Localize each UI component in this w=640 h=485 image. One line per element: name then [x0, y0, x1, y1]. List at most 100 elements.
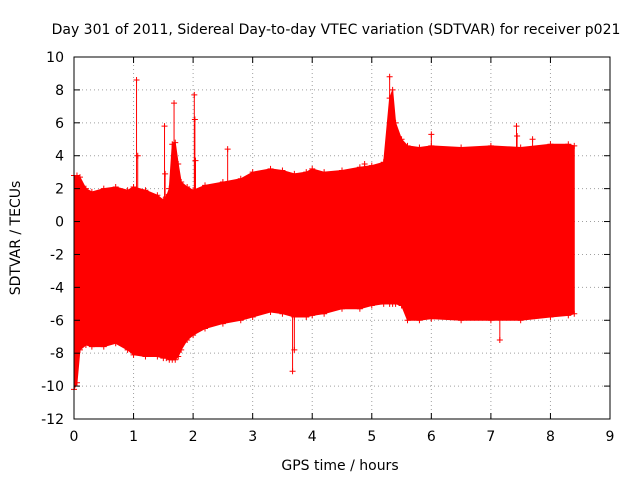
spike-marker: [192, 157, 199, 164]
band-upper-marker: [321, 169, 328, 176]
band-lower-marker: [368, 302, 375, 309]
band-upper-marker: [291, 170, 298, 177]
y-tick-label: 6: [55, 116, 64, 132]
band-lower-marker: [339, 305, 345, 312]
band-upper-marker: [172, 139, 179, 146]
band-upper-marker: [517, 144, 524, 151]
band-upper-marker: [404, 142, 411, 149]
band-lower-marker: [428, 315, 435, 322]
x-tick-label: 1: [129, 429, 138, 445]
band-upper-marker: [202, 182, 209, 189]
band-upper-marker: [398, 136, 405, 143]
band-upper-marker: [416, 144, 423, 151]
band-upper-marker: [356, 164, 363, 171]
x-tick-label: 3: [248, 429, 257, 445]
band-upper-marker: [178, 179, 185, 186]
band-lower-marker: [380, 300, 387, 307]
band-lower-marker: [303, 313, 310, 320]
x-tick-labels: 0 1 2 3 4 5 6 7 8 9: [70, 429, 615, 445]
x-tick-label: 9: [606, 429, 615, 445]
band-lower-marker: [73, 379, 80, 386]
spike-marker: [386, 73, 393, 80]
band-lower-marker: [175, 353, 182, 360]
band-lower-marker: [547, 313, 554, 320]
spike-marker: [291, 346, 298, 353]
x-tick-label: 7: [486, 429, 495, 445]
sdtvar-band: [73, 89, 575, 390]
band-upper-marker: [249, 169, 256, 176]
band-lower-marker: [404, 317, 411, 324]
band-upper-marker: [142, 187, 149, 194]
band-lower-marker: [130, 351, 137, 358]
spike-marker: [513, 123, 520, 130]
spike-marker: [161, 123, 168, 130]
band-upper-marker: [392, 119, 399, 126]
band-upper-marker: [160, 197, 167, 204]
y-tick-label: 0: [55, 215, 64, 231]
spike-marker: [134, 152, 141, 159]
band-lower-marker: [202, 325, 209, 332]
y-tick-label: -4: [50, 280, 64, 296]
y-tick-label: 4: [55, 149, 64, 165]
spike-marker: [496, 337, 503, 344]
spike-marker: [289, 368, 296, 375]
y-tick-label: 8: [55, 83, 64, 99]
band-lower-marker: [100, 343, 107, 350]
x-tick-label: 4: [308, 429, 317, 445]
band-lower-marker: [416, 317, 423, 324]
x-tick-label: 0: [70, 429, 79, 445]
band-upper-marker: [82, 185, 89, 192]
y-tick-labels: -12 -10 -8 -6 -4 -2 0 2 4 6 8 10: [41, 50, 64, 428]
spike-marker: [133, 77, 140, 84]
band-upper-marker: [76, 174, 83, 181]
band-lower-marker: [392, 300, 399, 307]
band-upper-marker: [184, 183, 191, 190]
band-lower-marker: [249, 313, 256, 320]
y-tick-label: -12: [41, 412, 64, 428]
spike-marker: [162, 170, 169, 177]
band-upper-marker: [219, 179, 226, 186]
band-upper-marker: [571, 142, 578, 149]
band-upper-marker: [130, 183, 137, 190]
band-upper-marker: [124, 187, 131, 194]
band-upper-marker: [267, 165, 274, 172]
band-lower-marker: [565, 312, 572, 319]
spike-marker: [428, 131, 435, 138]
x-axis-label: GPS time / hours: [281, 458, 398, 474]
band-lower-marker: [458, 317, 465, 324]
x-tick-label: 8: [546, 429, 555, 445]
band-upper-marker: [487, 142, 494, 149]
data-layer: [71, 73, 578, 393]
y-tick-label: -2: [50, 247, 64, 263]
y-tick-label: 10: [46, 50, 64, 66]
band-lower-marker: [172, 356, 179, 363]
band-lower-marker: [178, 346, 185, 353]
band-lower-marker: [142, 353, 149, 360]
band-upper-marker: [279, 167, 286, 174]
band-upper-marker: [175, 160, 182, 167]
band-lower-marker: [154, 353, 161, 360]
band-upper-marker: [88, 188, 95, 195]
plot-frame: [73, 56, 611, 420]
y-tick-label: -6: [50, 313, 64, 329]
band-lower-marker: [309, 312, 316, 319]
x-tick-label: 2: [189, 429, 198, 445]
band-upper-marker: [368, 162, 375, 169]
y-tick-label: -8: [50, 346, 64, 362]
band-lower-marker: [487, 317, 494, 324]
band-upper-marker: [565, 141, 572, 148]
band-upper-marker: [303, 169, 310, 176]
band-lower-marker: [517, 317, 524, 324]
band-lower-marker: [398, 302, 405, 309]
band-lower-marker: [356, 305, 363, 312]
y-tick-label: -10: [41, 379, 64, 395]
band-lower-marker: [76, 346, 83, 353]
band-lower-marker: [112, 340, 119, 347]
y-tick-label: 2: [55, 182, 64, 198]
band-upper-marker: [389, 86, 396, 93]
band-upper-marker: [309, 165, 316, 172]
spike-marker: [171, 100, 178, 107]
chart-title: Day 301 of 2011, Sidereal Day-to-day VTE…: [52, 22, 621, 38]
band-upper-marker: [458, 144, 465, 151]
